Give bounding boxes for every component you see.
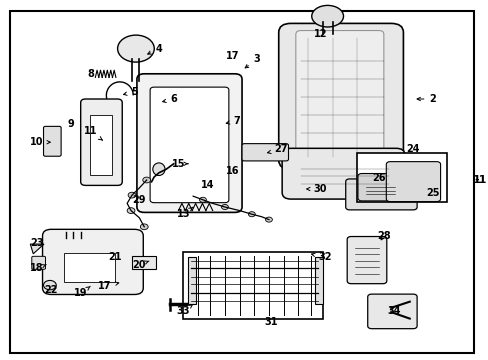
Circle shape xyxy=(248,212,255,217)
Text: 8: 8 xyxy=(87,69,94,79)
Text: 6: 6 xyxy=(163,94,177,104)
FancyBboxPatch shape xyxy=(242,144,288,161)
Text: 31: 31 xyxy=(264,317,278,327)
Text: 24: 24 xyxy=(406,144,419,154)
FancyBboxPatch shape xyxy=(150,87,228,203)
FancyBboxPatch shape xyxy=(357,174,402,201)
Text: 20: 20 xyxy=(132,260,149,270)
Polygon shape xyxy=(30,244,44,254)
FancyBboxPatch shape xyxy=(386,162,440,202)
Text: 32: 32 xyxy=(311,252,331,262)
Ellipse shape xyxy=(118,35,154,62)
Text: 26: 26 xyxy=(371,173,385,183)
Circle shape xyxy=(43,280,56,290)
Text: 18: 18 xyxy=(30,263,46,273)
Text: 28: 28 xyxy=(376,231,390,241)
Text: 7: 7 xyxy=(226,116,240,126)
FancyBboxPatch shape xyxy=(32,256,45,269)
Text: 1: 1 xyxy=(472,175,480,185)
Text: 30: 30 xyxy=(306,184,326,194)
Text: 13: 13 xyxy=(176,207,193,219)
Text: 21: 21 xyxy=(108,252,122,262)
Text: 16: 16 xyxy=(225,166,239,176)
Text: 11: 11 xyxy=(83,126,102,140)
Bar xyxy=(132,256,155,269)
Text: 12: 12 xyxy=(313,29,326,39)
Text: 10: 10 xyxy=(30,137,50,147)
Text: 29: 29 xyxy=(132,195,146,205)
FancyBboxPatch shape xyxy=(367,294,416,329)
Bar xyxy=(63,253,115,282)
Text: 23: 23 xyxy=(30,238,43,248)
Circle shape xyxy=(265,217,272,222)
FancyBboxPatch shape xyxy=(282,148,404,199)
FancyBboxPatch shape xyxy=(295,31,383,160)
Text: 17: 17 xyxy=(98,281,119,291)
Text: 3: 3 xyxy=(244,54,260,68)
Circle shape xyxy=(140,224,148,230)
Text: 5: 5 xyxy=(123,87,138,97)
Bar xyxy=(315,257,322,304)
Circle shape xyxy=(199,197,206,202)
Text: 27: 27 xyxy=(267,144,287,154)
Bar xyxy=(188,257,195,304)
Circle shape xyxy=(142,177,150,183)
Text: 25: 25 xyxy=(425,188,439,198)
Text: 2: 2 xyxy=(416,94,435,104)
Circle shape xyxy=(127,208,135,213)
Bar xyxy=(356,153,447,202)
FancyBboxPatch shape xyxy=(43,126,61,156)
Text: 4: 4 xyxy=(147,44,162,54)
Text: 19: 19 xyxy=(74,286,90,298)
Text: 34: 34 xyxy=(386,306,400,316)
Bar xyxy=(183,252,322,319)
FancyBboxPatch shape xyxy=(345,179,416,210)
FancyBboxPatch shape xyxy=(42,229,143,294)
Text: 15: 15 xyxy=(171,159,188,169)
FancyBboxPatch shape xyxy=(137,74,242,212)
Text: 22: 22 xyxy=(44,285,58,295)
FancyBboxPatch shape xyxy=(346,237,386,284)
Ellipse shape xyxy=(311,5,343,27)
Text: 33: 33 xyxy=(176,304,193,316)
Text: 17: 17 xyxy=(225,51,239,61)
FancyBboxPatch shape xyxy=(278,23,403,169)
Text: 14: 14 xyxy=(201,180,214,190)
Circle shape xyxy=(128,192,136,198)
FancyBboxPatch shape xyxy=(81,99,122,185)
Text: 9: 9 xyxy=(67,119,74,129)
Circle shape xyxy=(221,204,228,210)
Ellipse shape xyxy=(152,163,165,176)
Bar xyxy=(90,115,112,175)
Text: -1: -1 xyxy=(473,175,486,185)
